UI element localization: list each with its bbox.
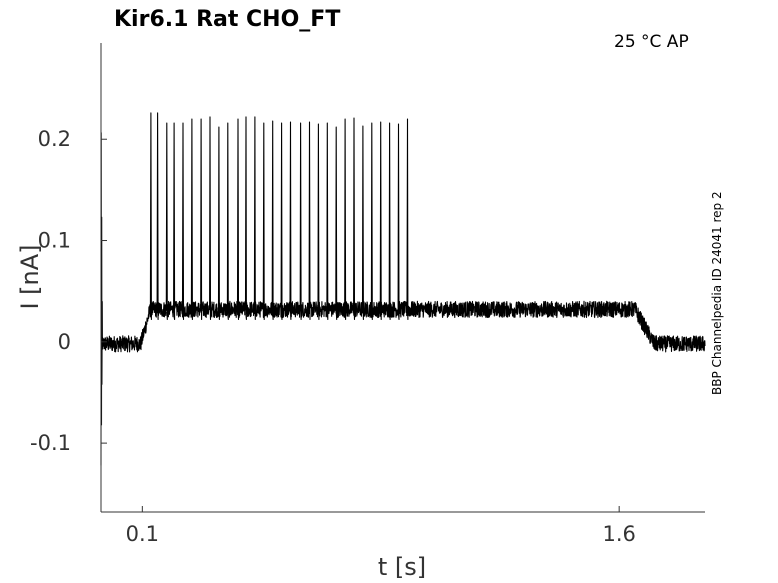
- x-axis-label: t [s]: [378, 553, 426, 581]
- chart-title: Kir6.1 Rat CHO_FT: [114, 7, 340, 32]
- y-tick-label: 0.1: [38, 229, 71, 253]
- y-axis-label: I [nA]: [16, 244, 44, 309]
- series-line: [100, 112, 706, 466]
- side-label: BBP Channelpedia ID 24041 rep 2: [710, 191, 724, 395]
- x-ticks: 0.1 1.6: [126, 506, 636, 546]
- y-tick-label: -0.1: [30, 431, 71, 455]
- x-tick-label: 1.6: [602, 522, 635, 546]
- y-tick-label: 0.2: [38, 127, 71, 151]
- condition-label: 25 °C AP: [614, 32, 689, 52]
- y-ticks: 0.2 0.1 0 -0.1: [30, 127, 107, 455]
- plot-area: [100, 112, 706, 466]
- y-tick-label: 0: [58, 330, 71, 354]
- x-tick-label: 0.1: [126, 522, 159, 546]
